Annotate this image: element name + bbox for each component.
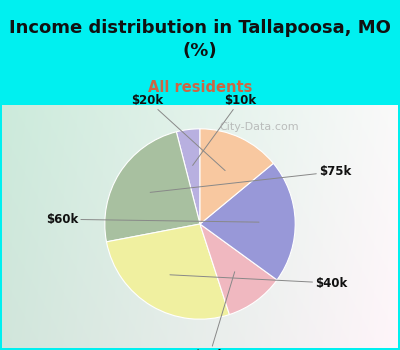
Text: $10k: $10k	[193, 94, 256, 166]
Wedge shape	[106, 224, 230, 319]
Wedge shape	[200, 224, 277, 315]
Wedge shape	[105, 132, 200, 242]
Text: $75k: $75k	[150, 165, 351, 192]
Text: All residents: All residents	[148, 79, 252, 94]
Text: $50k: $50k	[193, 272, 235, 350]
Text: $20k: $20k	[132, 94, 225, 170]
Text: $60k: $60k	[46, 213, 259, 226]
Wedge shape	[200, 163, 295, 280]
Wedge shape	[176, 129, 200, 224]
Text: Income distribution in Tallapoosa, MO
(%): Income distribution in Tallapoosa, MO (%…	[9, 19, 391, 61]
Wedge shape	[200, 129, 273, 224]
Text: $40k: $40k	[170, 275, 348, 289]
Text: City-Data.com: City-Data.com	[219, 122, 299, 132]
